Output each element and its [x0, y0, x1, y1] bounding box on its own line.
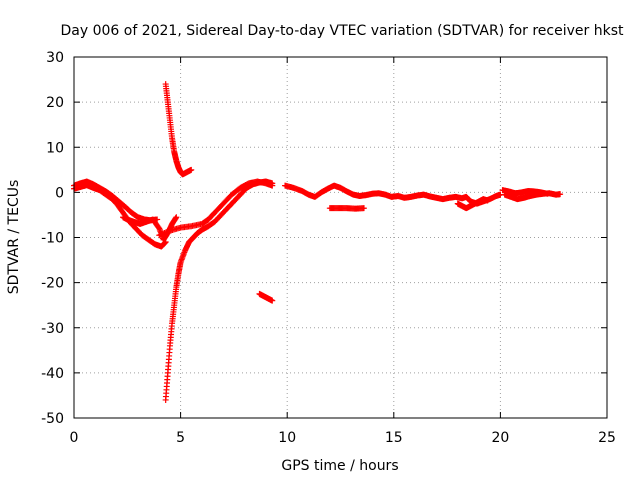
data-point — [544, 190, 551, 197]
y-tick-label: -30 — [41, 321, 64, 337]
data-point — [360, 205, 367, 212]
data-point — [188, 166, 195, 173]
data-point — [269, 180, 276, 187]
data-point — [484, 197, 491, 204]
x-tick-label: 25 — [598, 430, 616, 446]
y-tick-label: -50 — [41, 411, 64, 427]
series-track-l — [499, 187, 551, 197]
series-track-f — [120, 214, 180, 243]
grid-layer — [74, 57, 607, 418]
data-layer — [71, 81, 564, 403]
y-tick-label: 10 — [46, 140, 64, 156]
series-track-d — [162, 81, 195, 178]
series-track-e — [162, 178, 276, 403]
y-tick-label: -10 — [41, 231, 64, 247]
x-tick-label: 15 — [385, 430, 403, 446]
data-point — [269, 297, 276, 304]
data-point — [557, 191, 564, 198]
y-tick-label: 0 — [55, 185, 64, 201]
x-tick-label: 5 — [176, 430, 185, 446]
series-track-c — [156, 178, 276, 239]
y-axis-label: SDTVAR / TECUs — [6, 180, 22, 295]
tick-layer: 0 5 10 15 20 25 30 20 10 0 -10 -20 -30 -40 -50 — [41, 50, 616, 446]
data-point — [173, 214, 180, 221]
series-track-g — [256, 290, 276, 304]
x-tick-label: 10 — [278, 430, 296, 446]
series-track-j — [454, 196, 491, 212]
x-tick-label: 20 — [491, 430, 509, 446]
chart-title: Day 006 of 2021, Sidereal Day-to-day VTE… — [61, 23, 624, 39]
series-track-h — [282, 182, 504, 207]
series-track-i — [326, 205, 367, 212]
x-axis-label: GPS time / hours — [281, 458, 398, 474]
y-tick-label: 20 — [46, 95, 64, 111]
x-tick-label: 0 — [70, 430, 79, 446]
y-tick-label: -20 — [41, 276, 64, 292]
y-tick-label: -40 — [41, 366, 64, 382]
plot-frame — [73, 56, 608, 419]
y-tick-label: 30 — [46, 50, 64, 66]
